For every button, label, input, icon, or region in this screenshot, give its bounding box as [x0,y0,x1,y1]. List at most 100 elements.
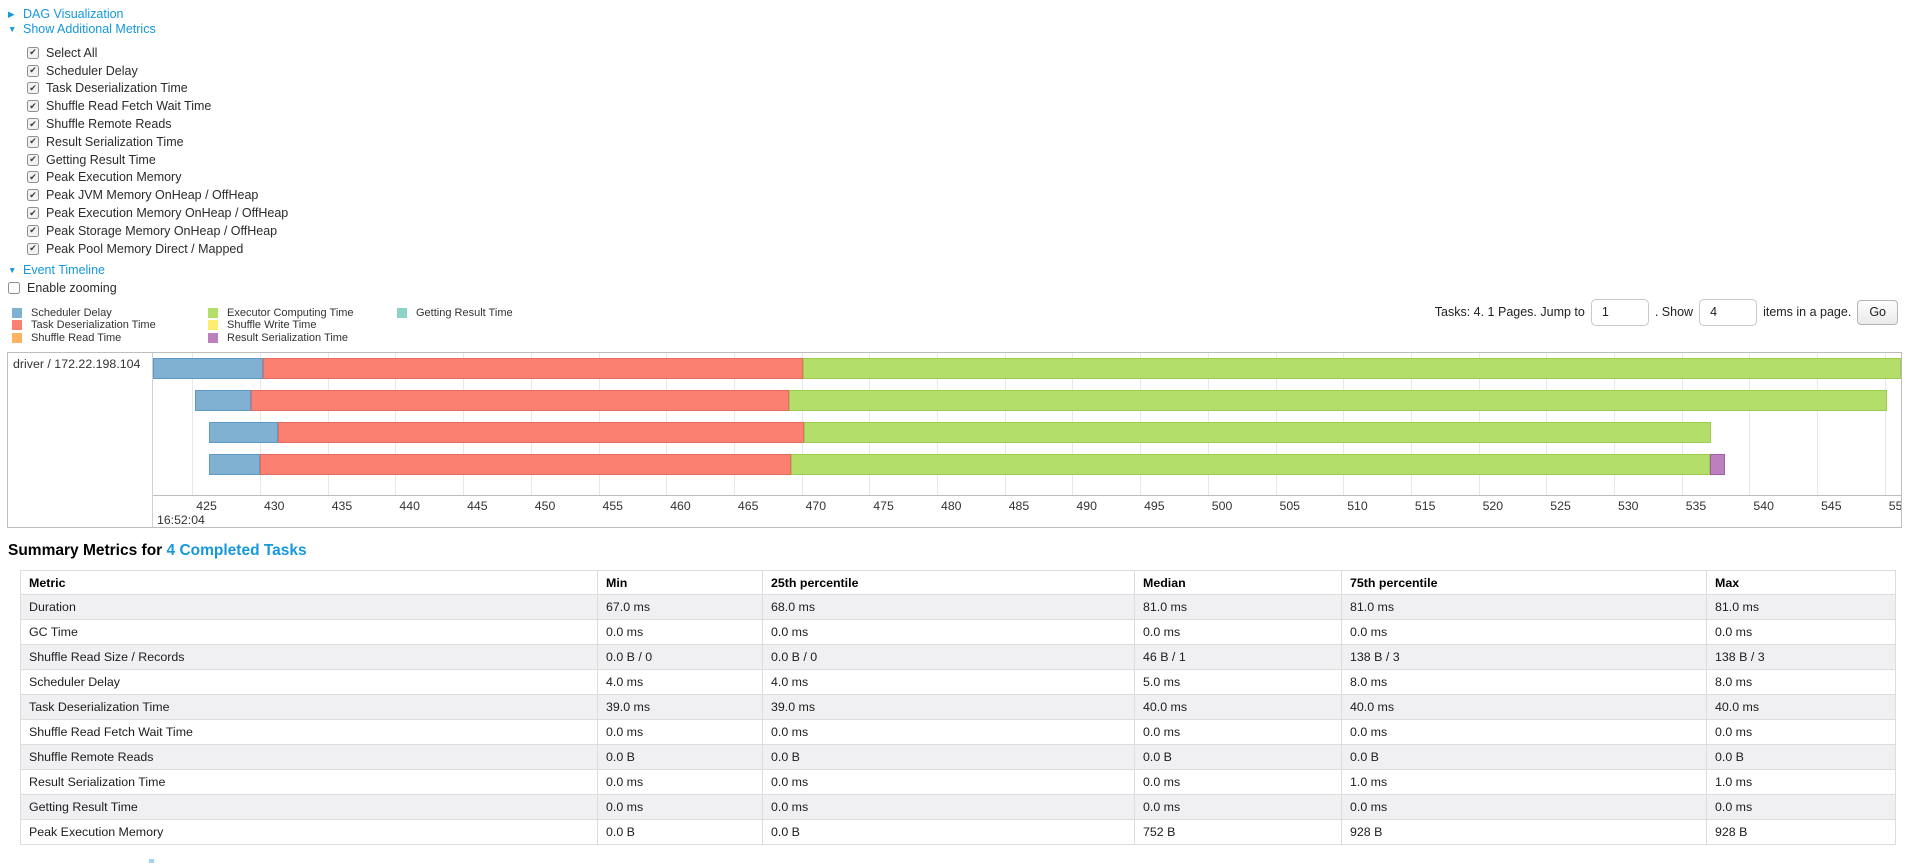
task-deserialization-segment[interactable] [277,422,805,443]
metric-value-cell: 0.0 ms [1134,619,1342,645]
table-header-median: Median [1134,570,1342,595]
metric-value-cell: 138 B / 3 [1341,644,1707,670]
summary-metrics-table: Metric Min 25th percentile Median 75th perce… [20,570,1896,845]
metric-value-cell: 752 B [1134,819,1342,845]
metric-checkbox-list: Select All Scheduler Delay Task Deserializ… [27,44,288,258]
summary-title-prefix: Summary Metrics for [8,542,163,559]
axis-tick-label: 510 [1347,499,1368,513]
metric-name-cell: Shuffle Remote Reads [20,744,598,770]
axis-tick-label: 535 [1685,499,1707,513]
metric-checkbox-row: Result Serialization Time [27,133,288,151]
jump-to-page-input[interactable] [1590,298,1649,326]
executor-computing-segment[interactable] [790,454,1711,475]
metric-checkbox-row: Task Deserialization Time [27,80,288,98]
axis-tick-label: 465 [737,499,759,513]
metric-checkbox-label: Getting Result Time [46,152,156,167]
event-timeline-toggle[interactable]: ▼ Event Timeline [8,262,105,278]
metric-value-cell: 39.0 ms [597,694,763,720]
metric-value-cell: 0.0 ms [597,794,763,820]
legend-item-shuffle-write-time: Shuffle Write Time [208,319,354,331]
metric-value-cell: 0.0 B [1341,744,1707,770]
executor-computing-segment[interactable] [789,390,1888,411]
legend-label: Shuffle Write Time [227,319,317,332]
metric-name-cell: Result Serialization Time [20,769,598,795]
metric-checkbox-row: Shuffle Read Fetch Wait Time [27,97,288,115]
axis-tick-label: 520 [1482,499,1504,513]
metric-value-cell: 0.0 ms [762,794,1135,820]
scheduler-delay-segment[interactable] [153,358,263,379]
items-in-page-text: items in a page. [1763,305,1852,319]
metric-checkbox-label: Peak Storage Memory OnHeap / OffHeap [46,223,278,238]
items-per-page-input[interactable] [1699,298,1758,326]
checkbox-peak-jvm-memory-onheap-offheap[interactable] [27,189,39,202]
checkbox-getting-result-time[interactable] [27,153,39,166]
metric-value-cell: 81.0 ms [1706,594,1896,620]
metric-checkbox-row: Shuffle Remote Reads [27,115,288,133]
axis-tick-label: 530 [1618,499,1639,513]
metric-value-cell: 40.0 ms [1341,694,1707,720]
table-header-row: Metric Min 25th percentile Median 75th perce… [20,570,1896,595]
metric-name-cell: Getting Result Time [20,794,598,820]
metric-checkbox-row: Peak JVM Memory OnHeap / OffHeap [27,186,288,204]
metric-value-cell: 0.0 ms [762,619,1135,645]
metric-value-cell: 0.0 B [762,744,1135,770]
metric-value-cell: 0.0 ms [597,619,763,645]
checkbox-peak-storage-memory-onheap-offheap[interactable] [27,224,39,237]
metric-value-cell: 0.0 B / 0 [762,644,1135,670]
legend-item-result-serialization-time: Result Serialization Time [208,332,354,344]
checkbox-scheduler-delay[interactable] [27,64,39,77]
table-header-max: Max [1706,570,1896,595]
timeline-gridline [1884,353,1886,495]
metric-checkbox-row: Getting Result Time [27,151,288,169]
executor-computing-segment[interactable] [802,358,1901,379]
checkbox-shuffle-read-fetch-wait-time[interactable] [27,100,39,113]
legend-swatch-shuffle-write-time [208,320,218,331]
table-header-min: Min [597,570,763,595]
checkbox-peak-execution-memory-onheap-offheap[interactable] [27,207,39,220]
dag-visualization-toggle[interactable]: ▶ DAG Visualization [8,6,124,22]
legend-item-task-deserialization-time: Task Deserialization Time [12,319,156,331]
axis-tick-label: 430 [264,499,285,513]
legend-swatch-executor-computing-time [208,308,218,319]
scheduler-delay-segment[interactable] [208,422,278,443]
checkbox-select-all[interactable] [27,46,39,59]
dag-visualization-label: DAG Visualization [23,7,124,21]
pagination-controls: Tasks: 4. 1 Pages. Jump to . Show items … [1435,296,1898,328]
scheduler-delay-segment[interactable] [208,454,260,475]
legend-label: Getting Result Time [416,307,513,320]
show-additional-metrics-toggle[interactable]: ▼ Show Additional Metrics [8,21,156,37]
metric-checkbox-label: Peak JVM Memory OnHeap / OffHeap [46,188,259,203]
legend-swatch-result-serialization-time [208,332,218,343]
executor-computing-segment[interactable] [804,422,1712,443]
checkbox-result-serialization-time[interactable] [27,135,39,148]
metric-value-cell: 0.0 B [762,819,1135,845]
legend-label: Scheduler Delay [31,307,112,320]
metric-checkbox-row: Peak Pool Memory Direct / Mapped [27,240,288,258]
result-serialization-segment[interactable] [1710,454,1725,475]
checkbox-shuffle-remote-reads[interactable] [27,118,39,131]
checkbox-task-deserialization-time[interactable] [27,82,39,95]
legend-item-getting-result-time: Getting Result Time [397,307,513,319]
checkbox-peak-execution-memory[interactable] [27,171,39,184]
enable-zooming-checkbox[interactable] [8,282,20,294]
chevron-right-icon: ▶ [8,8,15,19]
metric-value-cell: 0.0 B [1706,744,1896,770]
metric-value-cell: 0.0 B [1134,744,1342,770]
chevron-down-icon: ▼ [8,24,17,34]
task-deserialization-segment[interactable] [260,454,791,475]
go-button[interactable]: Go [1857,299,1898,325]
scheduler-delay-segment[interactable] [195,390,251,411]
legend-swatch-task-deserialization-time [12,320,22,331]
metric-checkbox-label: Scheduler Delay [46,63,138,78]
event-timeline-chart: 425 430 435 440 445 450 455 460 465 470 475 480 485 4… [7,352,1902,528]
checkbox-peak-pool-memory-direct-mapped[interactable] [27,242,39,255]
legend-label: Shuffle Read Time [31,331,122,344]
table-header-75th-percentile: 75th percentile [1341,570,1707,595]
completed-tasks-link[interactable]: 4 Completed Tasks [166,542,307,559]
axis-tick-label: 495 [1144,499,1165,513]
task-deserialization-segment[interactable] [250,390,790,411]
task-deserialization-segment[interactable] [262,358,803,379]
table-row-scheduler-delay: Scheduler Delay 4.0 ms 4.0 ms 5.0 ms 8.0 ms 8… [20,669,1896,695]
metric-value-cell: 1.0 ms [1341,769,1707,795]
enable-zooming-row: Enable zooming [8,280,117,296]
